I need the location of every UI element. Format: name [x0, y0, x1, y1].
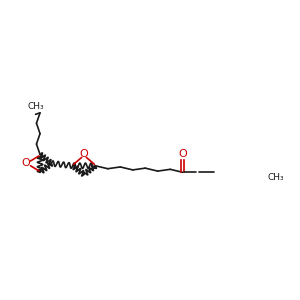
Text: CH₃: CH₃ [27, 102, 44, 111]
Text: O: O [178, 148, 187, 159]
Text: O: O [80, 149, 88, 160]
Text: CH₃: CH₃ [267, 173, 284, 182]
Text: O: O [22, 158, 30, 168]
